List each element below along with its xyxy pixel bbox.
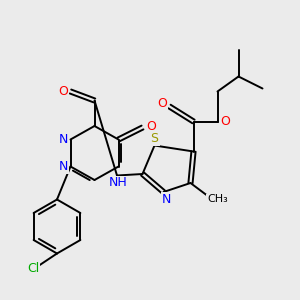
Text: N: N (58, 133, 68, 146)
Text: O: O (58, 85, 68, 98)
Text: CH₃: CH₃ (207, 194, 228, 205)
Text: O: O (220, 115, 230, 128)
Text: Cl: Cl (27, 262, 39, 275)
Text: N: N (162, 193, 171, 206)
Text: N: N (58, 160, 68, 173)
Text: O: O (147, 119, 156, 133)
Text: NH: NH (109, 176, 128, 190)
Text: S: S (151, 131, 158, 145)
Text: O: O (157, 97, 167, 110)
